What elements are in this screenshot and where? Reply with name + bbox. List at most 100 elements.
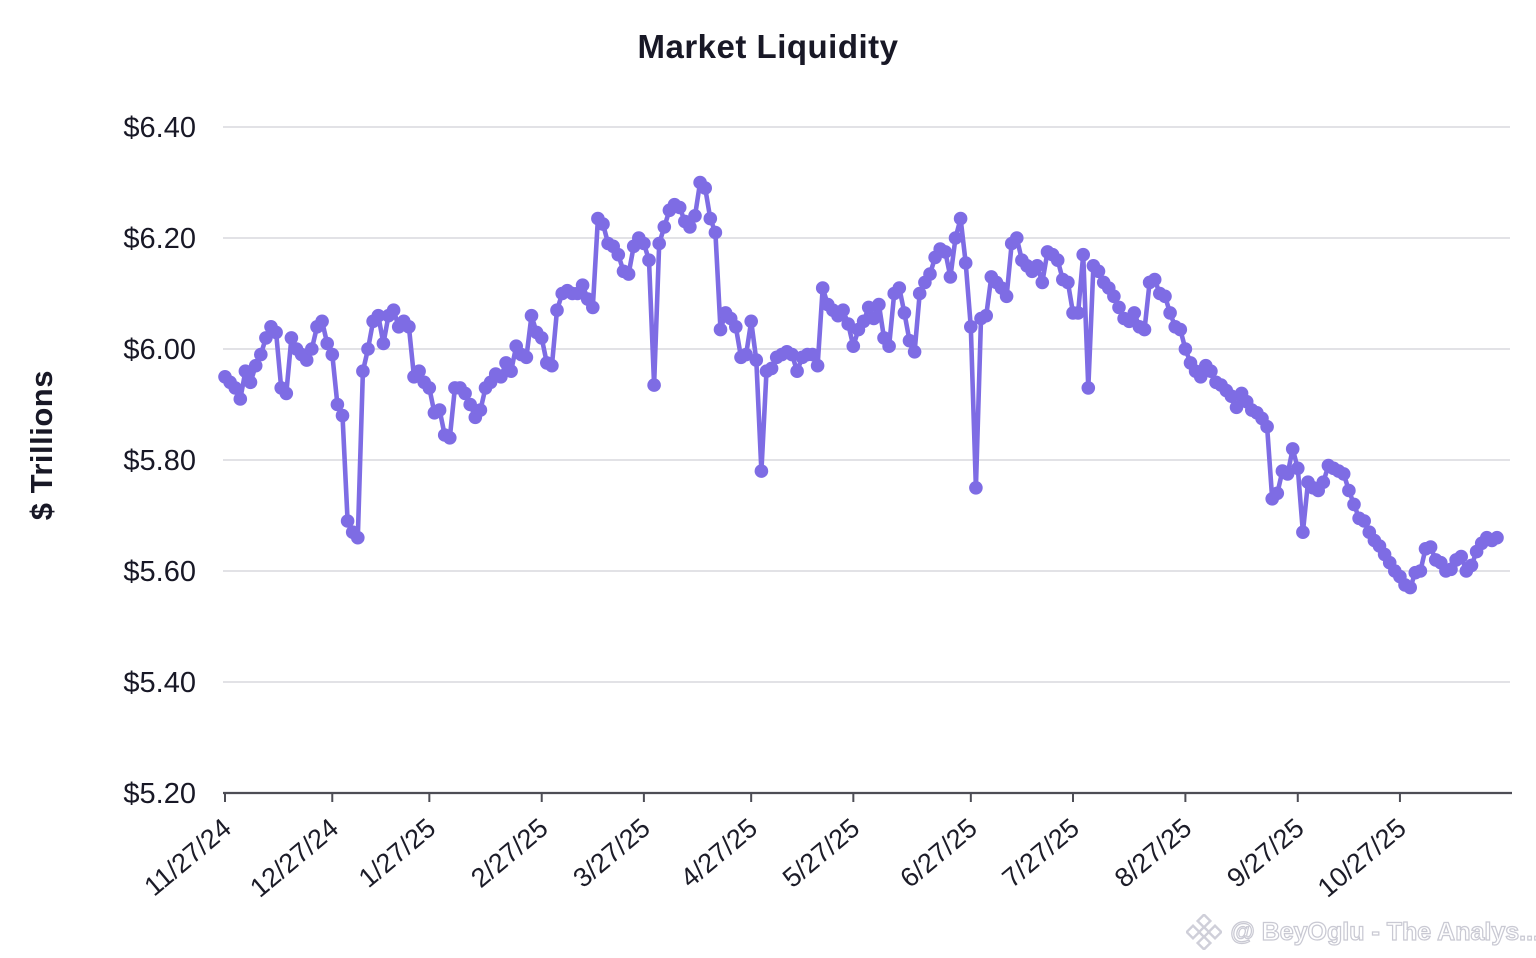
data-point bbox=[744, 314, 758, 329]
data-point bbox=[948, 231, 963, 245]
data-point bbox=[867, 311, 881, 326]
data-point bbox=[1173, 322, 1188, 337]
data-point bbox=[1224, 389, 1239, 404]
data-point bbox=[1061, 275, 1075, 290]
data-point bbox=[1076, 247, 1090, 262]
data-point bbox=[233, 392, 248, 406]
data-point bbox=[1137, 322, 1152, 337]
data-point bbox=[1291, 461, 1305, 476]
y-tick-label: $6.00 bbox=[123, 334, 196, 366]
data-point bbox=[402, 320, 416, 334]
data-point bbox=[1270, 486, 1285, 501]
chart-title: Market Liquidity bbox=[637, 28, 899, 65]
data-point bbox=[1347, 497, 1361, 512]
data-point bbox=[872, 297, 886, 312]
data-point bbox=[698, 181, 712, 195]
data-point bbox=[1091, 264, 1106, 279]
data-point bbox=[494, 370, 508, 384]
data-point bbox=[1423, 540, 1438, 554]
data-point bbox=[923, 267, 937, 281]
data-point bbox=[647, 378, 661, 392]
data-point bbox=[897, 306, 912, 320]
data-point bbox=[790, 364, 804, 379]
data-point bbox=[458, 386, 472, 401]
data-point bbox=[999, 289, 1014, 304]
data-point bbox=[299, 353, 314, 367]
data-point bbox=[688, 209, 702, 223]
data-point bbox=[938, 245, 953, 259]
data-point bbox=[330, 397, 345, 412]
data-point bbox=[253, 347, 268, 362]
data-point bbox=[713, 322, 728, 337]
watermark: @ BeyOglu - The Analys... bbox=[1186, 914, 1536, 950]
data-point bbox=[892, 281, 907, 295]
data-point bbox=[361, 342, 375, 356]
data-point bbox=[1127, 306, 1142, 320]
data-point bbox=[672, 200, 687, 215]
data-point bbox=[805, 347, 820, 362]
data-point bbox=[371, 308, 386, 323]
data-point bbox=[815, 281, 830, 295]
data-point bbox=[621, 267, 636, 281]
data-point bbox=[764, 361, 779, 376]
data-point bbox=[810, 358, 825, 373]
data-point bbox=[1336, 467, 1351, 481]
data-point bbox=[1163, 306, 1177, 320]
data-point bbox=[943, 270, 958, 284]
data-point bbox=[1030, 259, 1044, 273]
data-point bbox=[754, 464, 769, 478]
data-point bbox=[473, 403, 488, 417]
x-tick-label: 6/27/25 bbox=[894, 813, 982, 894]
data-point bbox=[248, 358, 263, 373]
data-point bbox=[979, 308, 993, 323]
data-point bbox=[611, 247, 626, 262]
data-point bbox=[1050, 253, 1065, 267]
data-point bbox=[463, 397, 478, 412]
data-point bbox=[683, 220, 697, 234]
diamond-logo-icon bbox=[1186, 914, 1223, 950]
x-tick-label: 9/27/25 bbox=[1221, 813, 1309, 894]
x-tick-label: 7/27/25 bbox=[997, 813, 1085, 894]
data-point bbox=[1147, 272, 1162, 287]
data-point bbox=[351, 530, 365, 545]
data-point bbox=[708, 225, 723, 240]
data-point bbox=[969, 481, 983, 495]
data-point bbox=[729, 320, 743, 334]
data-point bbox=[386, 303, 401, 318]
data-point bbox=[243, 375, 258, 390]
data-point bbox=[902, 333, 917, 348]
data-point bbox=[1010, 231, 1024, 245]
data-point bbox=[637, 236, 651, 251]
data-point bbox=[1454, 549, 1468, 564]
data-point bbox=[841, 317, 855, 331]
data-point bbox=[846, 339, 861, 354]
y-tick-label: $5.80 bbox=[123, 445, 196, 477]
x-tick-label: 1/27/25 bbox=[353, 813, 441, 894]
data-point bbox=[519, 350, 534, 365]
data-point bbox=[1193, 370, 1208, 384]
data-point bbox=[964, 320, 978, 334]
data-point bbox=[1285, 442, 1300, 456]
data-point bbox=[315, 314, 329, 329]
data-point bbox=[1071, 306, 1085, 320]
data-point bbox=[657, 220, 672, 234]
y-tick-label: $5.60 bbox=[123, 556, 196, 588]
data-point bbox=[422, 381, 437, 395]
data-point bbox=[882, 339, 896, 354]
y-tick-label: $5.40 bbox=[123, 667, 196, 699]
data-point bbox=[1035, 275, 1050, 290]
data-point bbox=[376, 336, 391, 351]
data-point bbox=[1296, 525, 1310, 539]
data-point bbox=[739, 347, 753, 362]
data-point bbox=[412, 364, 426, 379]
data-point bbox=[575, 278, 590, 293]
y-tick-label: $6.20 bbox=[123, 223, 196, 255]
data-point bbox=[1158, 289, 1172, 304]
x-tick-label: 4/27/25 bbox=[675, 813, 763, 894]
data-point bbox=[703, 211, 718, 226]
data-point bbox=[856, 314, 871, 329]
data-point bbox=[545, 358, 559, 373]
data-point bbox=[534, 331, 549, 345]
data-point bbox=[749, 353, 764, 367]
